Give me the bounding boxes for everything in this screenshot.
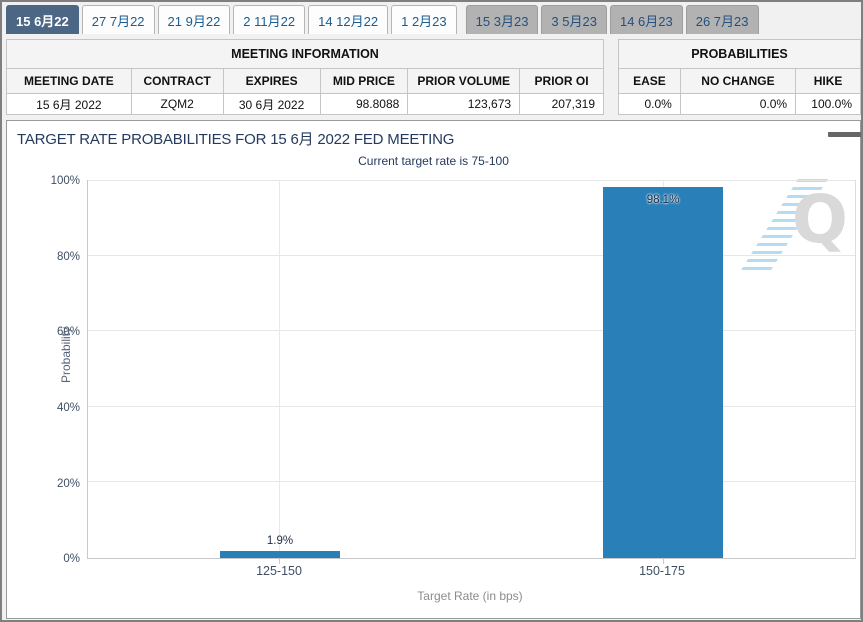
meeting-info-title: MEETING INFORMATION (6, 39, 604, 69)
prior-volume-value: 123,673 (407, 93, 521, 115)
meeting-tab-8[interactable]: 14 6月23 (609, 5, 683, 34)
col-prior-volume: PRIOR VOLUME (407, 68, 521, 94)
meeting-tab-2[interactable]: 21 9月22 (157, 5, 231, 34)
meeting-information-table: MEETING INFORMATION MEETING DATE CONTRAC… (6, 39, 604, 115)
menu-bar (828, 134, 861, 137)
col-meeting-date: MEETING DATE (6, 68, 132, 94)
x-axis-tick (663, 558, 664, 564)
menu-bar (828, 132, 861, 135)
bar-value-label: 1.9% (266, 534, 294, 547)
col-no-change: NO CHANGE (679, 68, 797, 94)
probabilities-table: PROBABILITIES EASE NO CHANGE HIKE 0.0% 0… (618, 39, 861, 115)
x-category-label: 125-150 (256, 564, 302, 578)
mid-price-value: 98.8088 (319, 93, 409, 115)
gridline (279, 180, 280, 558)
no-change-value: 0.0% (679, 93, 797, 115)
meeting-date-tabbar: 15 6月22 27 7月22 21 9月22 2 11月22 14 12月22… (6, 5, 762, 34)
x-axis-title: Target Rate (in bps) (417, 589, 523, 603)
y-tick-label: 20% (56, 478, 80, 490)
gridline (88, 254, 855, 256)
probabilities-header-row: EASE NO CHANGE HIKE (618, 68, 861, 94)
meeting-tab-0[interactable]: 15 6月22 (6, 5, 79, 34)
chart-export-menu-icon[interactable] (826, 132, 861, 137)
meeting-info-header-row: MEETING DATE CONTRACT EXPIRES MID PRICE … (6, 68, 604, 94)
target-rate-chart-panel: TARGET RATE PROBABILITIES FOR 15 6月 2022… (6, 120, 861, 619)
contract-value: ZQM2 (130, 93, 224, 115)
meeting-tab-3[interactable]: 2 11月22 (233, 5, 306, 34)
y-tick-label: 0% (63, 553, 80, 565)
expires-value: 30 6月 2022 (222, 93, 321, 115)
col-mid-price: MID PRICE (319, 68, 409, 94)
col-contract: CONTRACT (130, 68, 224, 94)
probabilities-title: PROBABILITIES (618, 39, 861, 69)
meeting-tab-4[interactable]: 14 12月22 (308, 5, 389, 34)
meeting-date-value: 15 6月 2022 (6, 93, 132, 115)
gridline (88, 481, 855, 483)
chart-subtitle: Current target rate is 75-100 (358, 154, 509, 168)
y-tick-label: 60% (56, 326, 80, 338)
plot-area: 0% 20% 40% 60% 80% 100% Probability 1.9%… (51, 175, 856, 565)
gridline (88, 405, 855, 407)
col-expires: EXPIRES (222, 68, 321, 94)
ease-value: 0.0% (618, 93, 681, 115)
x-category-label: 150-175 (639, 564, 685, 578)
gridline (88, 180, 855, 181)
meeting-tab-5[interactable]: 1 2月23 (391, 5, 457, 34)
meeting-tab-6[interactable]: 15 3月23 (465, 5, 539, 34)
y-tick-label: 80% (56, 251, 80, 263)
prior-oi-value: 207,319 (519, 93, 604, 115)
gridline (88, 330, 855, 332)
meeting-tab-7[interactable]: 3 5月23 (541, 5, 607, 34)
col-hike: HIKE (795, 68, 861, 94)
meeting-tab-9[interactable]: 26 7月23 (685, 5, 759, 34)
bar-150-175[interactable] (603, 187, 723, 558)
col-ease: EASE (618, 68, 681, 94)
y-tick-label: 100% (50, 175, 80, 187)
meeting-tab-1[interactable]: 27 7月22 (81, 5, 155, 34)
chart-title: TARGET RATE PROBABILITIES FOR 15 6月 2022… (17, 131, 455, 148)
bar-value-label: 98.1% (646, 194, 680, 207)
col-prior-oi: PRIOR OI (519, 68, 604, 94)
x-axis-tick (279, 558, 280, 564)
hike-value: 100.0% (795, 93, 861, 115)
bar-125-150[interactable] (220, 550, 340, 558)
y-axis-title: Probability (59, 326, 73, 384)
probabilities-value-row: 0.0% 0.0% 100.0% (618, 93, 861, 115)
y-tick-label: 40% (56, 402, 80, 414)
meeting-info-value-row: 15 6月 2022 ZQM2 30 6月 2022 98.8088 123,6… (6, 93, 604, 115)
